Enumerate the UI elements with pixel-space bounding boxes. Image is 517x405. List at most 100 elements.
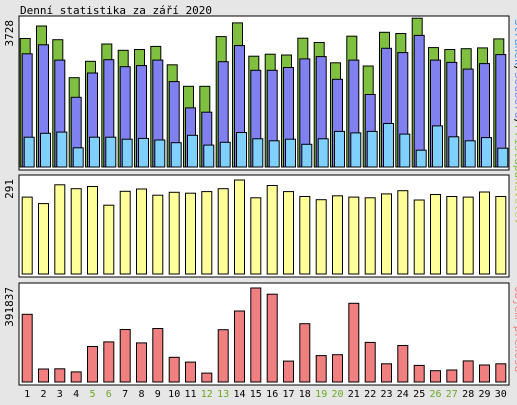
legend: Návštěv — [512, 178, 517, 225]
panel-middle — [18, 174, 510, 278]
traffic-bar — [364, 341, 376, 383]
y-max-label: 391837 — [3, 287, 16, 327]
pages-bar — [383, 123, 394, 168]
pages-bar — [23, 136, 35, 168]
day-label: 16 — [266, 389, 278, 400]
visits-bar — [266, 185, 278, 275]
day-label: 19 — [315, 389, 327, 400]
visits-bar — [332, 195, 343, 275]
pages-bar — [105, 136, 117, 168]
visits-bar — [185, 192, 196, 275]
pages-bar — [497, 147, 509, 168]
day-label: 2 — [40, 389, 46, 400]
traffic-bar — [87, 346, 98, 383]
legend-entry: / — [512, 65, 517, 72]
pages-bar — [285, 138, 296, 168]
day-label: 3 — [57, 389, 63, 400]
day-label: 28 — [462, 389, 474, 400]
traffic-bar — [283, 360, 294, 383]
pages-bar — [56, 131, 68, 168]
traffic-bar — [152, 328, 164, 383]
pages-bar — [334, 130, 345, 168]
traffic-bar — [397, 345, 409, 383]
visits-bar — [136, 188, 147, 275]
legend: Objem přenosu — [512, 286, 517, 372]
traffic-bar — [348, 302, 360, 383]
day-label: 8 — [138, 389, 144, 400]
visits-bar — [87, 186, 98, 275]
day-label: 22 — [364, 389, 376, 400]
day-label: 24 — [397, 389, 409, 400]
pages-bar — [350, 132, 362, 168]
traffic-bar — [119, 329, 131, 383]
legend-entry: Souborů — [512, 72, 517, 118]
day-label: 14 — [233, 389, 245, 400]
traffic-bar — [413, 364, 425, 383]
pages-bar — [317, 138, 329, 168]
y-max-label: 3728 — [3, 20, 16, 47]
pages-bar — [432, 125, 443, 168]
pages-bar — [219, 141, 231, 168]
day-label: 11 — [184, 389, 196, 400]
traffic-bar — [299, 323, 311, 383]
visits-bar — [283, 191, 294, 275]
y-max-label: 291 — [3, 179, 16, 199]
day-label: 6 — [106, 389, 112, 400]
pages-bar — [448, 136, 460, 168]
files-bar — [413, 34, 425, 168]
visits-bar — [462, 196, 474, 275]
day-label: 12 — [201, 389, 213, 400]
traffic-bar — [38, 368, 49, 383]
day-label: 26 — [429, 389, 441, 400]
visits-bar — [446, 196, 458, 275]
visits-bar — [54, 184, 66, 275]
traffic-bar — [446, 369, 458, 383]
legend-entry: Objem přenosu — [512, 286, 517, 372]
pages-bar — [187, 134, 198, 168]
day-label: 13 — [217, 389, 229, 400]
legend-entry: Návštěv — [512, 178, 517, 225]
pages-bar — [40, 132, 51, 168]
visits-bar — [250, 197, 262, 275]
day-label: 18 — [299, 389, 311, 400]
day-label: 20 — [331, 389, 343, 400]
day-label: 17 — [282, 389, 294, 400]
legend: Stránek/Souborů/Přístupů — [512, 19, 517, 178]
day-label: 9 — [155, 389, 161, 400]
day-label: 25 — [413, 389, 425, 400]
traffic-bar — [381, 363, 392, 383]
day-label: 15 — [250, 389, 262, 400]
visits-bar — [103, 204, 115, 275]
pages-bar — [72, 147, 84, 168]
day-label: 21 — [348, 389, 360, 400]
day-label: 7 — [122, 389, 128, 400]
visits-bar — [70, 188, 82, 275]
traffic-bar — [250, 287, 262, 383]
traffic-bar — [332, 354, 343, 383]
traffic-bar — [21, 313, 33, 383]
pages-bar — [366, 130, 378, 168]
traffic-bar — [185, 361, 196, 383]
legend-entry: Stránek — [512, 19, 517, 66]
visits-bar — [413, 199, 425, 275]
visits-bar — [479, 191, 490, 275]
pages-bar — [138, 137, 149, 168]
visits-bar — [119, 190, 131, 275]
traffic-bar — [495, 363, 507, 383]
chart-title: Denní statistika za září 2020 — [20, 4, 213, 17]
pages-bar — [121, 138, 133, 168]
day-label: 30 — [495, 389, 507, 400]
traffic-bar — [462, 360, 474, 383]
day-label: 1 — [24, 389, 30, 400]
visits-bar — [381, 193, 392, 275]
pages-bar — [301, 143, 313, 168]
panel-bottom — [18, 282, 510, 386]
day-label: 29 — [478, 389, 490, 400]
pages-bar — [268, 140, 280, 168]
pages-bar — [399, 133, 411, 168]
traffic-bar — [315, 355, 327, 383]
traffic-bar — [201, 372, 213, 383]
traffic-bar — [54, 368, 66, 383]
visits-bar — [168, 191, 180, 275]
day-label: 5 — [89, 389, 95, 400]
